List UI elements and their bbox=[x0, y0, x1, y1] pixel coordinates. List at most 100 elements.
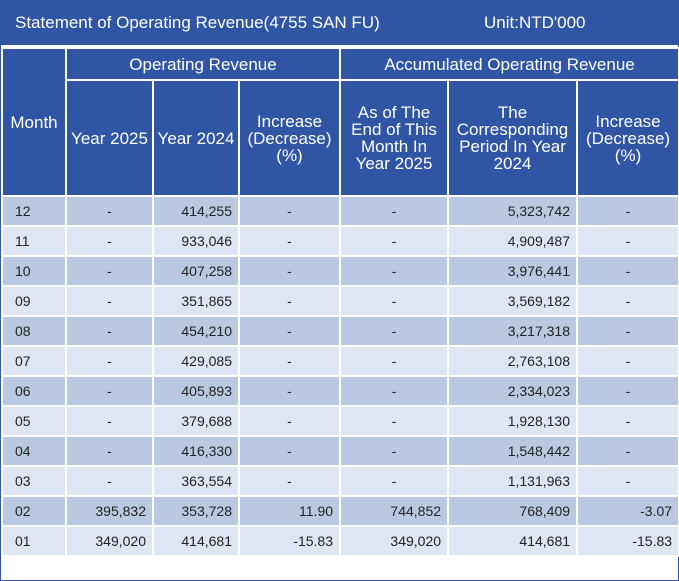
month-cell: 11 bbox=[1, 225, 67, 257]
accumulated-2025-cell: - bbox=[339, 195, 450, 227]
accumulated-increase-cell: - bbox=[576, 255, 679, 287]
month-cell: 05 bbox=[1, 405, 67, 437]
table-row: 08-454,210- -3,217,318- bbox=[1, 315, 679, 347]
accumulated-2024-cell: 5,323,742 bbox=[447, 195, 579, 227]
increase-cell: - bbox=[237, 195, 342, 227]
table-row: 09-351,865- -3,569,182- bbox=[1, 285, 679, 317]
accumulated-2024-cell: 2,334,023 bbox=[447, 375, 579, 407]
month-cell: 12 bbox=[1, 195, 67, 227]
accumulated-2025-cell: 744,852 bbox=[339, 495, 450, 527]
header-operating-revenue: Operating Revenue bbox=[64, 47, 342, 81]
accumulated-2024-cell: 3,569,182 bbox=[447, 285, 579, 317]
table-row: 12-414,255- -5,323,742- bbox=[1, 195, 679, 227]
increase-cell: -15.83 bbox=[237, 525, 342, 557]
increase-cell: - bbox=[237, 225, 342, 257]
year-2024-cell: 363,554 bbox=[152, 465, 240, 497]
accumulated-2024-cell: 414,681 bbox=[447, 525, 579, 557]
accumulated-2025-cell: - bbox=[339, 405, 450, 437]
accumulated-increase-cell: - bbox=[576, 195, 679, 227]
table-row: 02 395,832 353,728 11.90 744,852 768,409 -3.07 bbox=[1, 495, 679, 527]
header-corresponding-period: The Corresponding Period In Year 2024 bbox=[447, 79, 579, 197]
year-2025-cell: - bbox=[65, 225, 154, 257]
accumulated-2024-cell: 3,217,318 bbox=[447, 315, 579, 347]
accumulated-2025-cell: - bbox=[339, 375, 450, 407]
year-2025-cell: - bbox=[65, 255, 154, 287]
year-2024-cell: 933,046 bbox=[152, 225, 240, 257]
increase-cell: - bbox=[237, 345, 342, 377]
month-cell: 09 bbox=[1, 285, 67, 317]
accumulated-increase-cell: - bbox=[576, 285, 679, 317]
month-cell: 01 bbox=[1, 525, 67, 557]
year-2024-cell: 379,688 bbox=[152, 405, 240, 437]
increase-cell: - bbox=[237, 315, 342, 347]
accumulated-increase-cell: -3.07 bbox=[576, 495, 679, 527]
header-as-of-end: As of The End of This Month In Year 2025 bbox=[339, 79, 450, 197]
accumulated-increase-cell: - bbox=[576, 315, 679, 347]
accumulated-2024-cell: 1,548,442 bbox=[447, 435, 579, 467]
increase-cell: - bbox=[237, 405, 342, 437]
header-accumulated-revenue: Accumulated Operating Revenue bbox=[339, 47, 679, 81]
year-2024-cell: 414,681 bbox=[152, 525, 240, 557]
accumulated-increase-cell: - bbox=[576, 465, 679, 497]
year-2024-cell: 407,258 bbox=[152, 255, 240, 287]
accumulated-2025-cell: - bbox=[339, 435, 450, 467]
header-increase: Increase (Decrease) (%) bbox=[237, 79, 342, 197]
accumulated-2025-cell: - bbox=[339, 255, 450, 287]
accumulated-increase-cell: - bbox=[576, 435, 679, 467]
year-2025-cell: - bbox=[65, 465, 154, 497]
header-year-2024: Year 2024 bbox=[152, 79, 240, 197]
accumulated-2025-cell: - bbox=[339, 465, 450, 497]
year-2024-cell: 454,210 bbox=[152, 315, 240, 347]
year-2024-cell: 429,085 bbox=[152, 345, 240, 377]
year-2025-cell: 395,832 bbox=[65, 495, 154, 527]
year-2024-cell: 416,330 bbox=[152, 435, 240, 467]
accumulated-2025-cell: 349,020 bbox=[339, 525, 450, 557]
increase-cell: - bbox=[237, 255, 342, 287]
table-body: 12-414,255- -5,323,742-11-933,046- -4,909,… bbox=[1, 195, 679, 557]
unit-label: Unit:NTD'000 bbox=[484, 13, 586, 32]
year-2025-cell: - bbox=[65, 195, 154, 227]
year-2024-cell: 353,728 bbox=[152, 495, 240, 527]
year-2025-cell: - bbox=[65, 315, 154, 347]
accumulated-increase-cell: -15.83 bbox=[576, 525, 679, 557]
year-2025-cell: - bbox=[65, 435, 154, 467]
table-row: 01 349,020 414,681 -15.83 349,020 414,681 -15.… bbox=[1, 525, 679, 557]
accumulated-2024-cell: 2,763,108 bbox=[447, 345, 579, 377]
year-2024-cell: 405,893 bbox=[152, 375, 240, 407]
month-cell: 10 bbox=[1, 255, 67, 287]
increase-cell: - bbox=[237, 285, 342, 317]
accumulated-increase-cell: - bbox=[576, 375, 679, 407]
year-2025-cell: - bbox=[65, 345, 154, 377]
accumulated-increase-cell: - bbox=[576, 405, 679, 437]
header-month: Month bbox=[1, 47, 67, 197]
table-row: 10-407,258- -3,976,441- bbox=[1, 255, 679, 287]
table-row: 11-933,046- -4,909,487- bbox=[1, 225, 679, 257]
month-cell: 06 bbox=[1, 375, 67, 407]
statement-title: Statement of Operating Revenue(4755 SAN … bbox=[15, 13, 380, 32]
month-cell: 02 bbox=[1, 495, 67, 527]
month-cell: 04 bbox=[1, 435, 67, 467]
revenue-table: Month Operating Revenue Accumulated Oper… bbox=[1, 47, 679, 557]
year-2024-cell: 414,255 bbox=[152, 195, 240, 227]
table-row: 05-379,688- -1,928,130- bbox=[1, 405, 679, 437]
accumulated-2024-cell: 4,909,487 bbox=[447, 225, 579, 257]
accumulated-2025-cell: - bbox=[339, 285, 450, 317]
accumulated-increase-cell: - bbox=[576, 345, 679, 377]
header-accumulated-increase: Increase (Decrease) (%) bbox=[576, 79, 679, 197]
accumulated-2025-cell: - bbox=[339, 315, 450, 347]
table-row: 07-429,085- -2,763,108- bbox=[1, 345, 679, 377]
accumulated-increase-cell: - bbox=[576, 225, 679, 257]
increase-cell: - bbox=[237, 465, 342, 497]
accumulated-2024-cell: 1,131,963 bbox=[447, 465, 579, 497]
month-cell: 03 bbox=[1, 465, 67, 497]
month-cell: 08 bbox=[1, 315, 67, 347]
increase-cell: 11.90 bbox=[237, 495, 342, 527]
accumulated-2024-cell: 3,976,441 bbox=[447, 255, 579, 287]
increase-cell: - bbox=[237, 435, 342, 467]
year-2025-cell: 349,020 bbox=[65, 525, 154, 557]
accumulated-2024-cell: 768,409 bbox=[447, 495, 579, 527]
accumulated-2025-cell: - bbox=[339, 225, 450, 257]
year-2025-cell: - bbox=[65, 285, 154, 317]
table-row: 04-416,330- -1,548,442- bbox=[1, 435, 679, 467]
